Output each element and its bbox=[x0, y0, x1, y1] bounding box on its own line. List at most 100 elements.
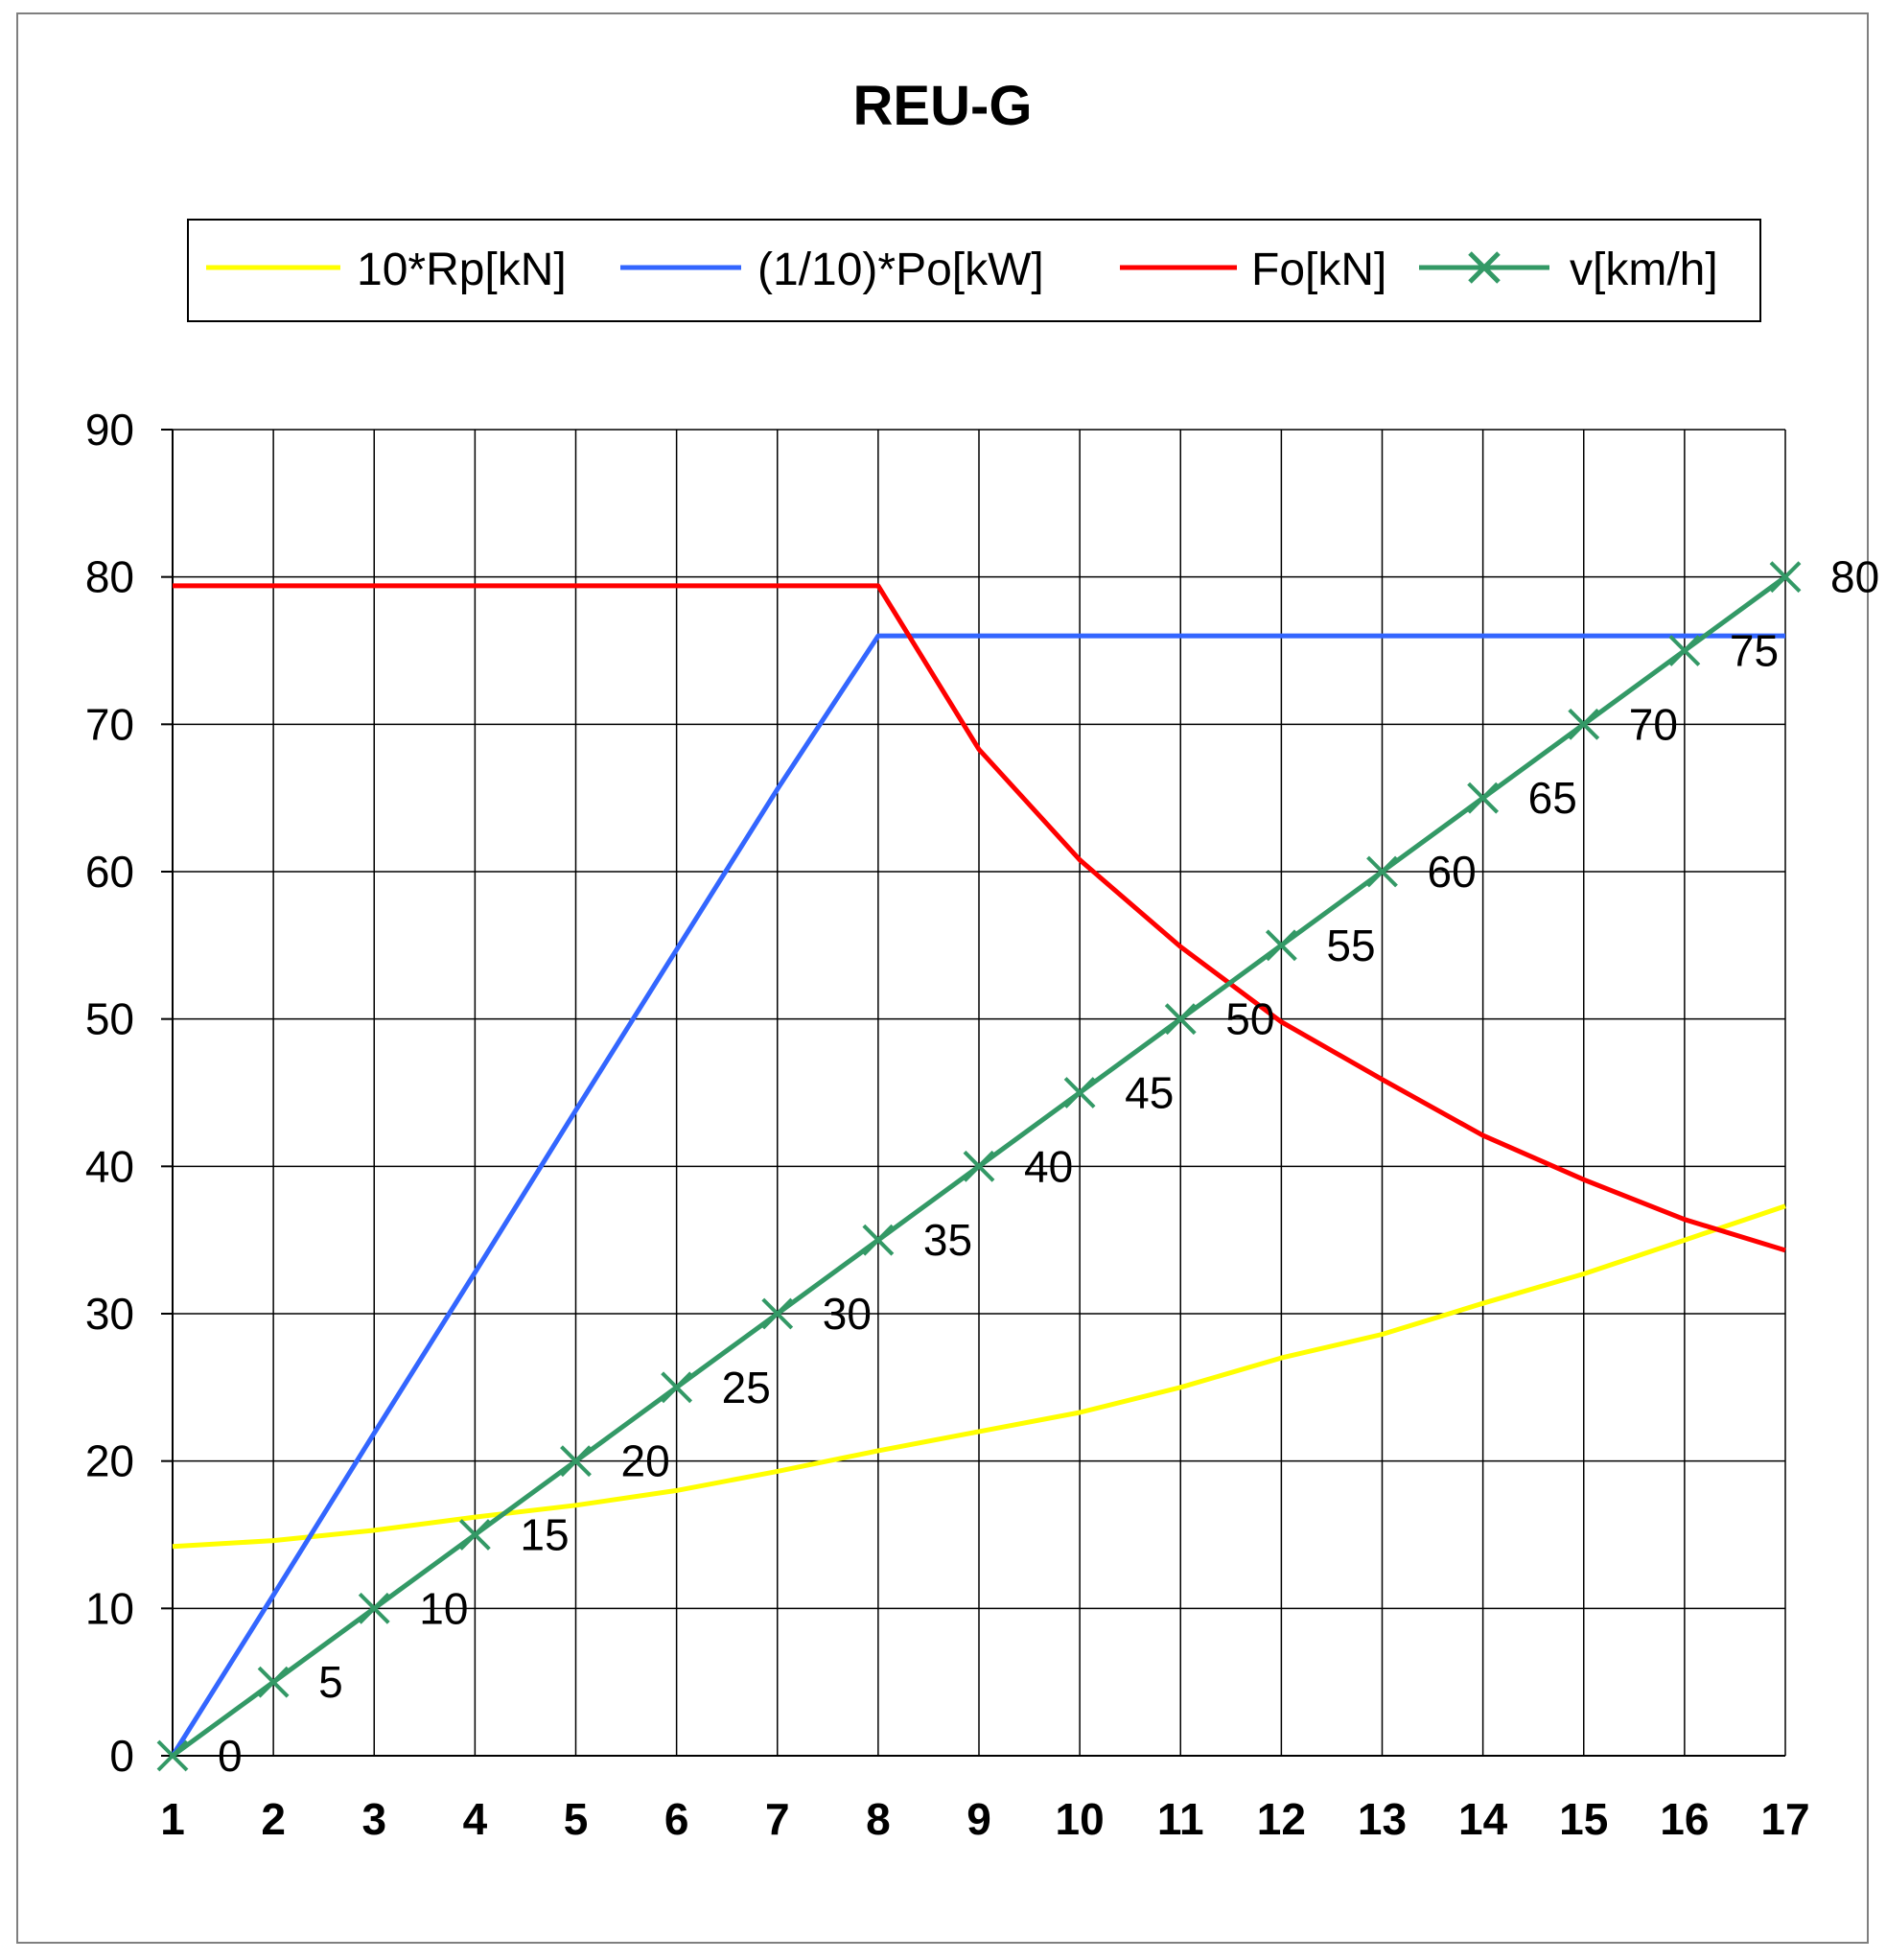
x-tick-label: 2 bbox=[261, 1794, 286, 1844]
v-point-marker bbox=[1568, 708, 1600, 740]
x-tick-label: 13 bbox=[1358, 1794, 1407, 1844]
v-data-label: 45 bbox=[1125, 1068, 1174, 1118]
x-axis-ticks: 1 2 3 4 5 6 7 8 9 10 11 12 13 14 15 16 17 bbox=[160, 1794, 1809, 1844]
x-tick-label: 4 bbox=[463, 1794, 488, 1844]
v-point-marker bbox=[458, 1519, 491, 1551]
y-tick-label: 20 bbox=[85, 1436, 134, 1486]
v-point-marker bbox=[1769, 561, 1802, 594]
x-tick-label: 12 bbox=[1257, 1794, 1306, 1844]
v-point-marker bbox=[358, 1592, 390, 1624]
x-tick-label: 7 bbox=[765, 1794, 790, 1844]
y-tick-label: 60 bbox=[85, 847, 134, 897]
v-point-marker bbox=[156, 1739, 189, 1772]
x-tick-label: 15 bbox=[1559, 1794, 1608, 1844]
legend-label-rp: 10*Rp[kN] bbox=[357, 245, 567, 295]
v-point-marker bbox=[1366, 855, 1398, 888]
v-point-marker bbox=[862, 1224, 895, 1256]
v-data-label: 55 bbox=[1326, 921, 1375, 970]
legend-label-v: v[km/h] bbox=[1570, 245, 1718, 295]
series-line-rp bbox=[172, 1203, 1786, 1550]
marker-stroke bbox=[1467, 782, 1500, 814]
marker-stroke bbox=[1769, 561, 1802, 594]
v-point-marker bbox=[1063, 1077, 1096, 1108]
x-tick-label: 17 bbox=[1760, 1794, 1809, 1844]
markers-layer bbox=[156, 561, 1802, 1772]
legend-item-rp: 10*Rp[kN] bbox=[206, 245, 567, 295]
v-data-label: 50 bbox=[1225, 994, 1274, 1044]
plot-grid bbox=[161, 429, 1786, 1757]
marker-stroke bbox=[1568, 708, 1600, 740]
v-point-marker bbox=[1265, 929, 1297, 962]
x-tick-label: 16 bbox=[1660, 1794, 1709, 1844]
marker-stroke bbox=[358, 1592, 390, 1624]
legend-item-po: (1/10)*Po[kW] bbox=[620, 245, 1044, 295]
legend-marker-v bbox=[1468, 251, 1501, 284]
v-point-marker bbox=[761, 1297, 794, 1330]
v-point-marker bbox=[1164, 1003, 1197, 1036]
chart-title: REU-G bbox=[853, 75, 1033, 137]
marker-stroke bbox=[257, 1666, 290, 1698]
x-tick-label: 6 bbox=[664, 1794, 689, 1844]
v-data-label: 35 bbox=[923, 1215, 972, 1265]
v-data-label: 25 bbox=[722, 1363, 771, 1412]
chart-frame bbox=[16, 12, 1869, 1944]
x-tick-label: 9 bbox=[966, 1794, 991, 1844]
marker-stroke bbox=[1063, 1077, 1096, 1108]
marker-stroke bbox=[560, 1445, 592, 1478]
y-tick-label: 10 bbox=[85, 1583, 134, 1633]
marker-stroke bbox=[156, 1739, 189, 1772]
x-tick-label: 1 bbox=[160, 1794, 185, 1844]
y-tick-label: 40 bbox=[85, 1141, 134, 1191]
legend-item-fo: Fo[kN] bbox=[1120, 245, 1386, 295]
y-axis-ticks: 0 10 20 30 40 50 60 70 80 90 bbox=[85, 405, 134, 1781]
v-point-marker bbox=[1467, 782, 1500, 814]
y-tick-label: 80 bbox=[85, 552, 134, 602]
v-data-label: 0 bbox=[218, 1731, 243, 1781]
marker-stroke bbox=[1164, 1003, 1197, 1036]
v-data-label: 65 bbox=[1528, 773, 1577, 823]
v-data-label: 75 bbox=[1730, 626, 1779, 676]
v-data-label: 80 bbox=[1830, 552, 1879, 602]
y-tick-label: 0 bbox=[109, 1731, 134, 1781]
marker-stroke bbox=[661, 1371, 693, 1404]
marker-stroke bbox=[1366, 855, 1398, 888]
v-data-label: 10 bbox=[419, 1583, 468, 1633]
v-data-label: 5 bbox=[318, 1657, 343, 1707]
legend: 10*Rp[kN] (1/10)*Po[kW] Fo[kN] v[km/h] bbox=[187, 219, 1761, 322]
marker-stroke bbox=[963, 1150, 995, 1182]
y-tick-label: 30 bbox=[85, 1289, 134, 1339]
x-tick-label: 5 bbox=[564, 1794, 589, 1844]
series-line-po bbox=[170, 633, 1785, 1758]
x-tick-label: 8 bbox=[866, 1794, 891, 1844]
x-tick-label: 10 bbox=[1056, 1794, 1105, 1844]
v-data-label: 60 bbox=[1428, 847, 1477, 897]
y-tick-label: 50 bbox=[85, 994, 134, 1044]
v-data-label: 30 bbox=[823, 1289, 872, 1339]
legend-box bbox=[187, 219, 1761, 322]
v-point-marker bbox=[661, 1371, 693, 1404]
v-data-label: 20 bbox=[621, 1436, 670, 1486]
legend-item-v: v[km/h] bbox=[1419, 245, 1718, 295]
y-tick-label: 90 bbox=[85, 405, 134, 455]
legend-label-fo: Fo[kN] bbox=[1251, 245, 1386, 295]
marker-stroke bbox=[1668, 635, 1701, 666]
v-point-marker bbox=[257, 1666, 290, 1698]
v-data-label: 70 bbox=[1629, 699, 1678, 749]
x-tick-label: 3 bbox=[361, 1794, 386, 1844]
data-labels-layer: 0 5 10 15 20 25 30 35 40 45 50 55 60 65 70 75 80 bbox=[218, 552, 1879, 1781]
x-tick-label: 11 bbox=[1157, 1794, 1204, 1844]
v-data-label: 40 bbox=[1024, 1141, 1073, 1191]
legend-label-po: (1/10)*Po[kW] bbox=[757, 245, 1044, 295]
marker-stroke bbox=[862, 1224, 895, 1256]
series-line-fo bbox=[173, 583, 1786, 1253]
marker-stroke bbox=[761, 1297, 794, 1330]
marker-stroke bbox=[458, 1519, 491, 1551]
v-data-label: 15 bbox=[520, 1510, 569, 1560]
v-point-marker bbox=[1668, 635, 1701, 666]
y-tick-label: 70 bbox=[85, 699, 134, 749]
v-point-marker bbox=[963, 1150, 995, 1182]
x-tick-label: 14 bbox=[1458, 1794, 1508, 1844]
marker-stroke bbox=[1265, 929, 1297, 962]
v-point-marker bbox=[560, 1445, 592, 1478]
